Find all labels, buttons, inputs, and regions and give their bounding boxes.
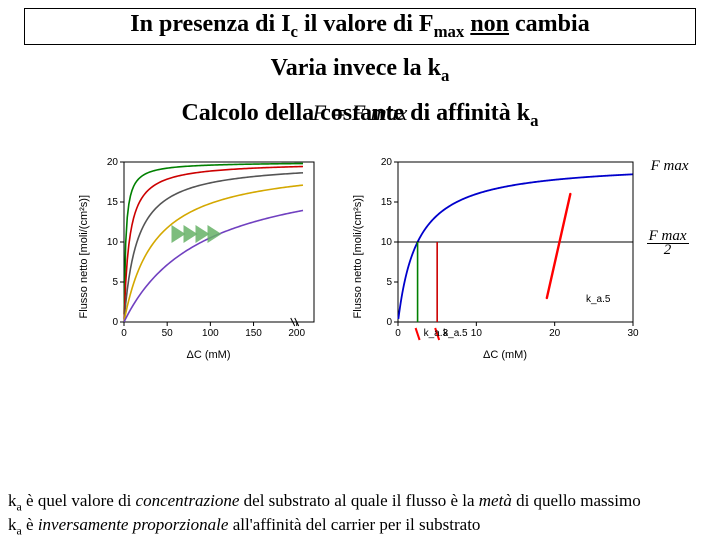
chart2-svg: 051015200102030k_a.3k_a.5k_a.5 (368, 152, 643, 342)
svg-text:50: 50 (161, 328, 173, 339)
svg-text:0: 0 (395, 328, 401, 339)
svg-text:10: 10 (380, 237, 392, 248)
bottom-p2: ka è inversamente proporzionale all'affi… (8, 515, 712, 538)
svg-text:100: 100 (202, 328, 219, 339)
svg-text:5: 5 (386, 277, 392, 288)
chart1-ylabel: Flusso netto [moli/(cm²s)] (78, 195, 90, 318)
t-end: cambia (509, 11, 590, 37)
svg-text:0: 0 (112, 317, 118, 328)
svg-text:k_a.5: k_a.5 (586, 294, 611, 305)
chart2-wrap: Flusso netto [moli/(cm²s)] 0 5 10 15 20 0 10 20… (352, 140, 643, 372)
t-non: non (470, 11, 509, 37)
svg-text:30: 30 (627, 328, 639, 339)
svg-text:15: 15 (380, 197, 392, 208)
svg-text:k_a.5: k_a.5 (443, 328, 468, 339)
l2-pre: Varia invece la k (271, 55, 441, 81)
svg-text:5: 5 (112, 277, 118, 288)
bottom-text: ka è quel valore di concentrazione del s… (8, 491, 712, 540)
svg-text:10: 10 (106, 237, 118, 248)
subtitle-1: Varia invece la ka (0, 55, 720, 86)
t-sub2: max (434, 22, 465, 41)
chart2: 051015200102030k_a.3k_a.5k_a.5 ΔC (mM) F… (368, 152, 643, 361)
chart1-xlabel: ΔC (mM) (94, 349, 324, 361)
t-mid: il valore di F (298, 11, 434, 37)
svg-text:20: 20 (380, 157, 392, 168)
t-sub1: c (291, 22, 298, 41)
svg-text:0: 0 (386, 317, 392, 328)
svg-text:0: 0 (121, 328, 127, 339)
chart2-ylabel: Flusso netto [moli/(cm²s)] (352, 195, 364, 318)
svg-text:200: 200 (288, 328, 305, 339)
svg-text:20: 20 (106, 157, 118, 168)
svg-text:20: 20 (549, 328, 561, 339)
chart2-xlabel: ΔC (mM) (368, 349, 643, 361)
bottom-p1: ka è quel valore di concentrazione del s… (8, 491, 712, 514)
l2-sub: a (441, 66, 449, 85)
fmax-half-label: F max 2 (647, 230, 689, 258)
formula-overlay: F = F max (313, 100, 408, 126)
chart1: 05101520050100150200 ΔC (mM) (94, 152, 324, 361)
title-box: In presenza di Ic il valore di Fmax non … (24, 8, 696, 45)
chart1-svg: 05101520050100150200 (94, 152, 324, 342)
svg-text:150: 150 (245, 328, 262, 339)
svg-text:10: 10 (470, 328, 482, 339)
charts-row: Flusso netto [moli/(cm²s)] 0510152005010… (0, 140, 720, 372)
formula-text: F = F max (313, 100, 408, 125)
subtitle-2: Calcolo della costante di affinità ka F … (0, 100, 720, 131)
title-text: In presenza di Ic il valore di Fmax non … (130, 11, 589, 37)
l3-sub: a (530, 110, 538, 129)
chart1-wrap: Flusso netto [moli/(cm²s)] 0510152005010… (78, 140, 324, 372)
t-pre: In presenza di I (130, 11, 290, 37)
fmax-top-label: F max (651, 158, 689, 175)
svg-text:15: 15 (106, 197, 118, 208)
